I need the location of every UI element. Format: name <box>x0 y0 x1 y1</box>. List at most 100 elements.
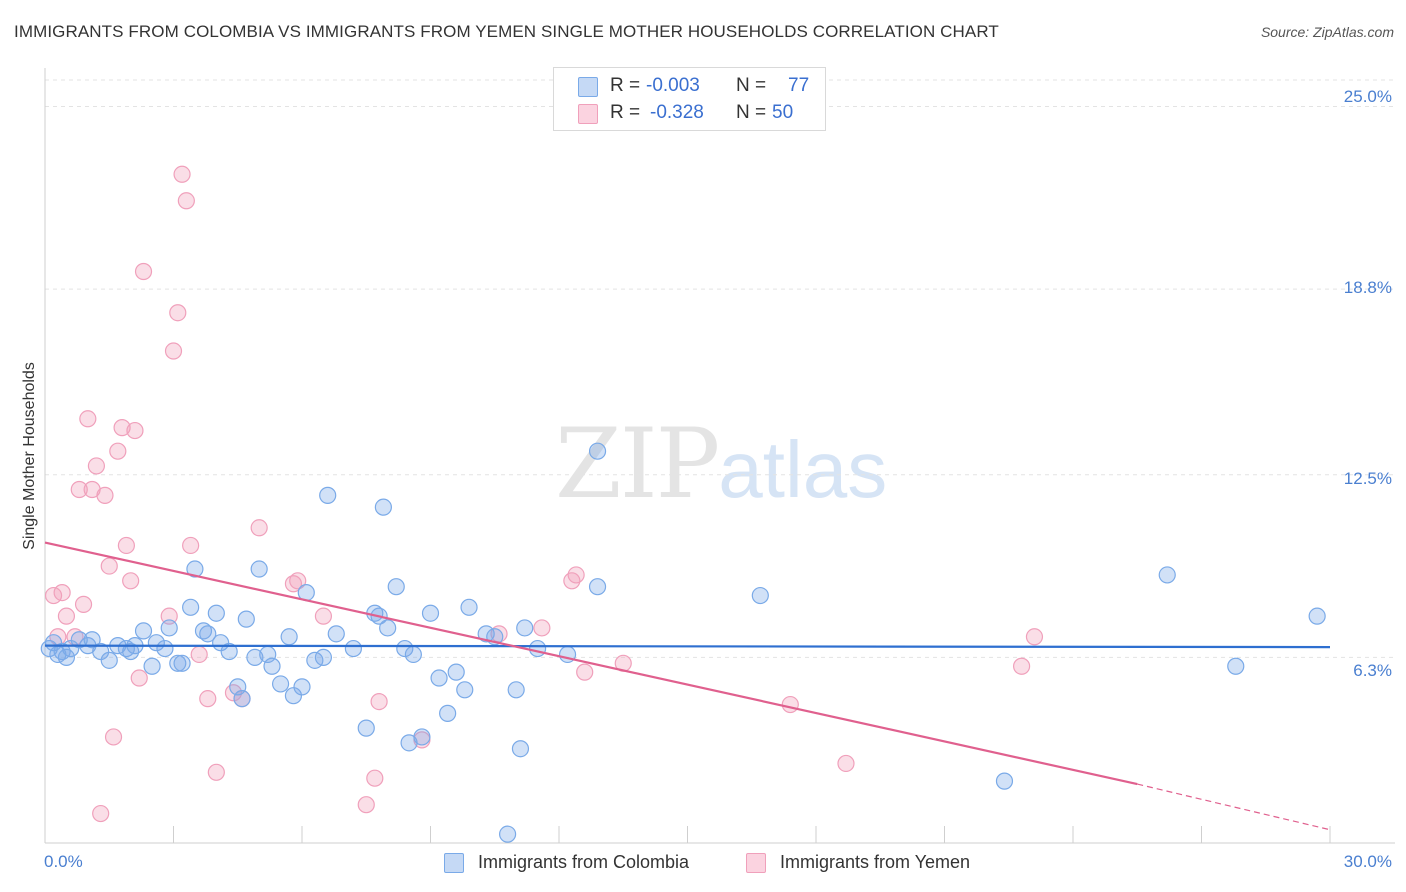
gridlines <box>45 79 1395 658</box>
r-value-yemen: -0.328 <box>650 102 704 123</box>
colombia-swatch <box>578 77 598 97</box>
yemen-point <box>104 728 123 746</box>
colombia-point <box>528 639 547 658</box>
colombia-point <box>134 622 153 640</box>
colombia-point <box>143 657 161 675</box>
yemen-point <box>177 192 195 210</box>
yemen-point <box>314 607 333 625</box>
yemen-point <box>160 607 178 625</box>
colombia-point <box>246 648 264 667</box>
colombia-point <box>421 604 440 622</box>
watermark-atlas: atlas <box>718 425 888 514</box>
colombia-point <box>156 639 174 658</box>
legend-label-yemen: Immigrants from Yemen <box>780 852 971 872</box>
yemen-point <box>87 457 106 475</box>
yemen-points <box>44 165 1044 823</box>
r-value-colombia: -0.003 <box>646 75 700 96</box>
colombia-point <box>280 628 298 646</box>
watermark-zip: ZIP <box>555 408 720 520</box>
colombia-point <box>387 578 405 596</box>
n-value-colombia: 77 <box>788 75 810 96</box>
yemen-point <box>1012 657 1031 675</box>
yemen-point <box>357 796 375 814</box>
yemen-point <box>173 165 191 183</box>
colombia-point <box>379 619 397 637</box>
colombia-point <box>396 639 414 658</box>
yemen-point <box>837 754 855 773</box>
r-label: R = <box>610 75 641 96</box>
colombia-point <box>92 642 110 661</box>
colombia-point <box>263 657 281 675</box>
colombia-point <box>588 578 607 596</box>
yemen-point <box>250 519 268 537</box>
colombia-point <box>284 687 303 705</box>
yemen-point <box>134 262 153 281</box>
colombia-point <box>327 625 345 643</box>
yemen-point <box>122 572 140 590</box>
yemen-trend-line <box>44 541 1138 786</box>
legend-swatch-colombia <box>444 853 464 873</box>
yemen-point <box>190 645 208 664</box>
colombia-point <box>250 560 268 578</box>
yemen-point <box>169 304 187 322</box>
colombia-point <box>293 678 311 696</box>
yemen-point <box>100 557 118 575</box>
y-tick-label: 6.3% <box>1353 661 1392 680</box>
colombia-point <box>507 681 525 699</box>
n-value-yemen: 50 <box>772 102 794 123</box>
r-label: R = <box>610 102 641 123</box>
colombia-point <box>511 740 530 758</box>
axes <box>44 68 1395 844</box>
colombia-point <box>220 642 238 661</box>
colombia-point <box>173 654 191 672</box>
colombia-point <box>182 598 200 616</box>
yemen-point <box>207 763 225 781</box>
colombia-point <box>404 645 422 664</box>
colombia-point <box>1227 657 1245 675</box>
trend-lines <box>44 541 1331 831</box>
y-axis-label: Single Mother Households <box>21 362 38 550</box>
colombia-point <box>160 619 178 637</box>
colombia-point <box>374 498 392 516</box>
y-tick-label: 25.0% <box>1343 87 1392 106</box>
yemen-point <box>74 595 93 613</box>
colombia-point <box>186 560 204 578</box>
colombia-point <box>70 631 88 649</box>
yemen-point <box>96 486 114 504</box>
colombia-point <box>516 619 534 637</box>
colombia-point <box>271 675 290 693</box>
colombia-point <box>447 663 465 681</box>
n-label: N = <box>736 75 767 96</box>
stats-box: R = -0.003 N = 77 R = -0.328 N = 50 <box>553 67 826 131</box>
watermark: ZIPatlas <box>555 408 887 520</box>
yemen-point <box>289 572 307 590</box>
yemen-point <box>79 410 97 428</box>
yemen-point <box>182 536 200 555</box>
yemen-point <box>533 619 551 637</box>
yemen-point <box>109 442 127 460</box>
stats-row-colombia: R = -0.003 N = 77 <box>554 75 825 99</box>
colombia-point <box>460 598 478 616</box>
colombia-point <box>456 681 474 699</box>
n-label: N = <box>736 102 767 123</box>
yemen-point <box>113 419 131 437</box>
yemen-point <box>576 663 594 681</box>
yemen-point <box>370 692 388 711</box>
colombia-trend-line <box>44 644 1331 649</box>
yemen-point <box>126 421 144 440</box>
colombia-point <box>233 690 251 708</box>
yemen-point <box>199 690 217 708</box>
yemen-point <box>70 480 88 499</box>
yemen-point <box>92 804 110 823</box>
colombia-point <box>995 772 1014 790</box>
source-label: Source: ZipAtlas.com <box>1260 24 1394 40</box>
yemen-point <box>164 342 183 360</box>
colombia-point <box>207 604 225 622</box>
colombia-point <box>169 654 187 672</box>
x-tick-label-min: 0.0% <box>44 852 83 871</box>
yemen-point <box>366 769 384 787</box>
legend-label-colombia: Immigrants from Colombia <box>478 852 690 872</box>
colombia-point <box>1308 607 1326 625</box>
colombia-point <box>237 610 255 628</box>
